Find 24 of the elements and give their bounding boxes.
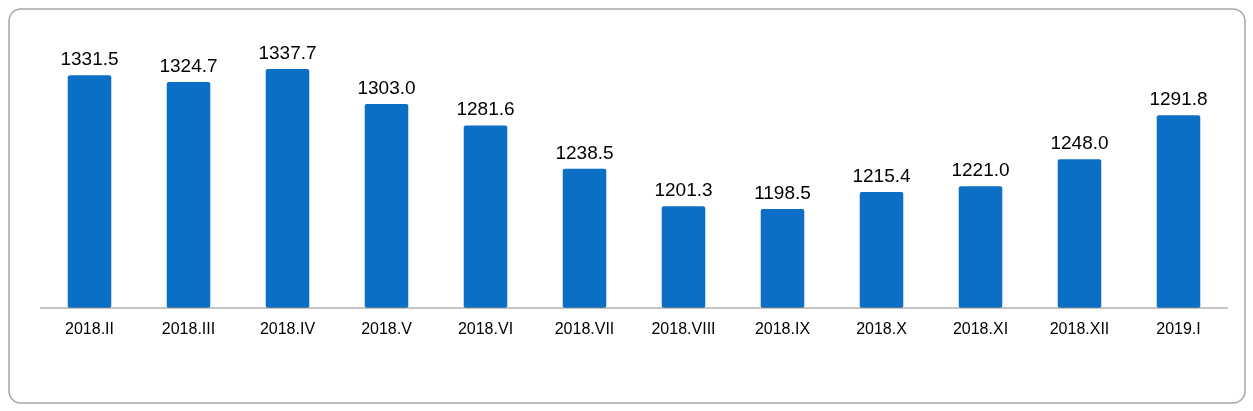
x-tick-label: 2018.V: [361, 320, 413, 337]
x-tick-label: 2018.VI: [457, 320, 514, 337]
data-label: 1198.5: [754, 181, 811, 203]
data-label: 1215.4: [852, 164, 911, 186]
data-label: 1291.8: [1149, 88, 1208, 110]
data-label: 1324.7: [159, 55, 218, 77]
data-label: 1248.0: [1050, 132, 1109, 154]
data-label: 1281.6: [456, 98, 515, 120]
x-tick-label: 2018.X: [856, 320, 908, 337]
x-tick-label: 2018.IV: [259, 320, 316, 337]
x-tick-label: 2018.VII: [554, 320, 615, 337]
x-tick-label: 2018.XII: [1049, 320, 1110, 337]
x-tick-label: 2018.IX: [754, 320, 811, 337]
x-tick-label: 2018.VIII: [651, 320, 716, 337]
x-tick-label: 2019.I: [1156, 320, 1201, 337]
x-tick-label: 2018.II: [65, 320, 114, 337]
data-label: 1303.0: [357, 76, 416, 98]
data-label: 1331.5: [60, 48, 119, 70]
data-label: 1201.3: [654, 179, 713, 201]
x-tick-label: 2018.III: [161, 320, 216, 337]
data-label: 1238.5: [555, 141, 614, 163]
x-tick-label: 2018.XI: [952, 320, 1009, 337]
data-label: 1221.0: [951, 159, 1010, 181]
data-label: 1337.7: [258, 42, 317, 63]
